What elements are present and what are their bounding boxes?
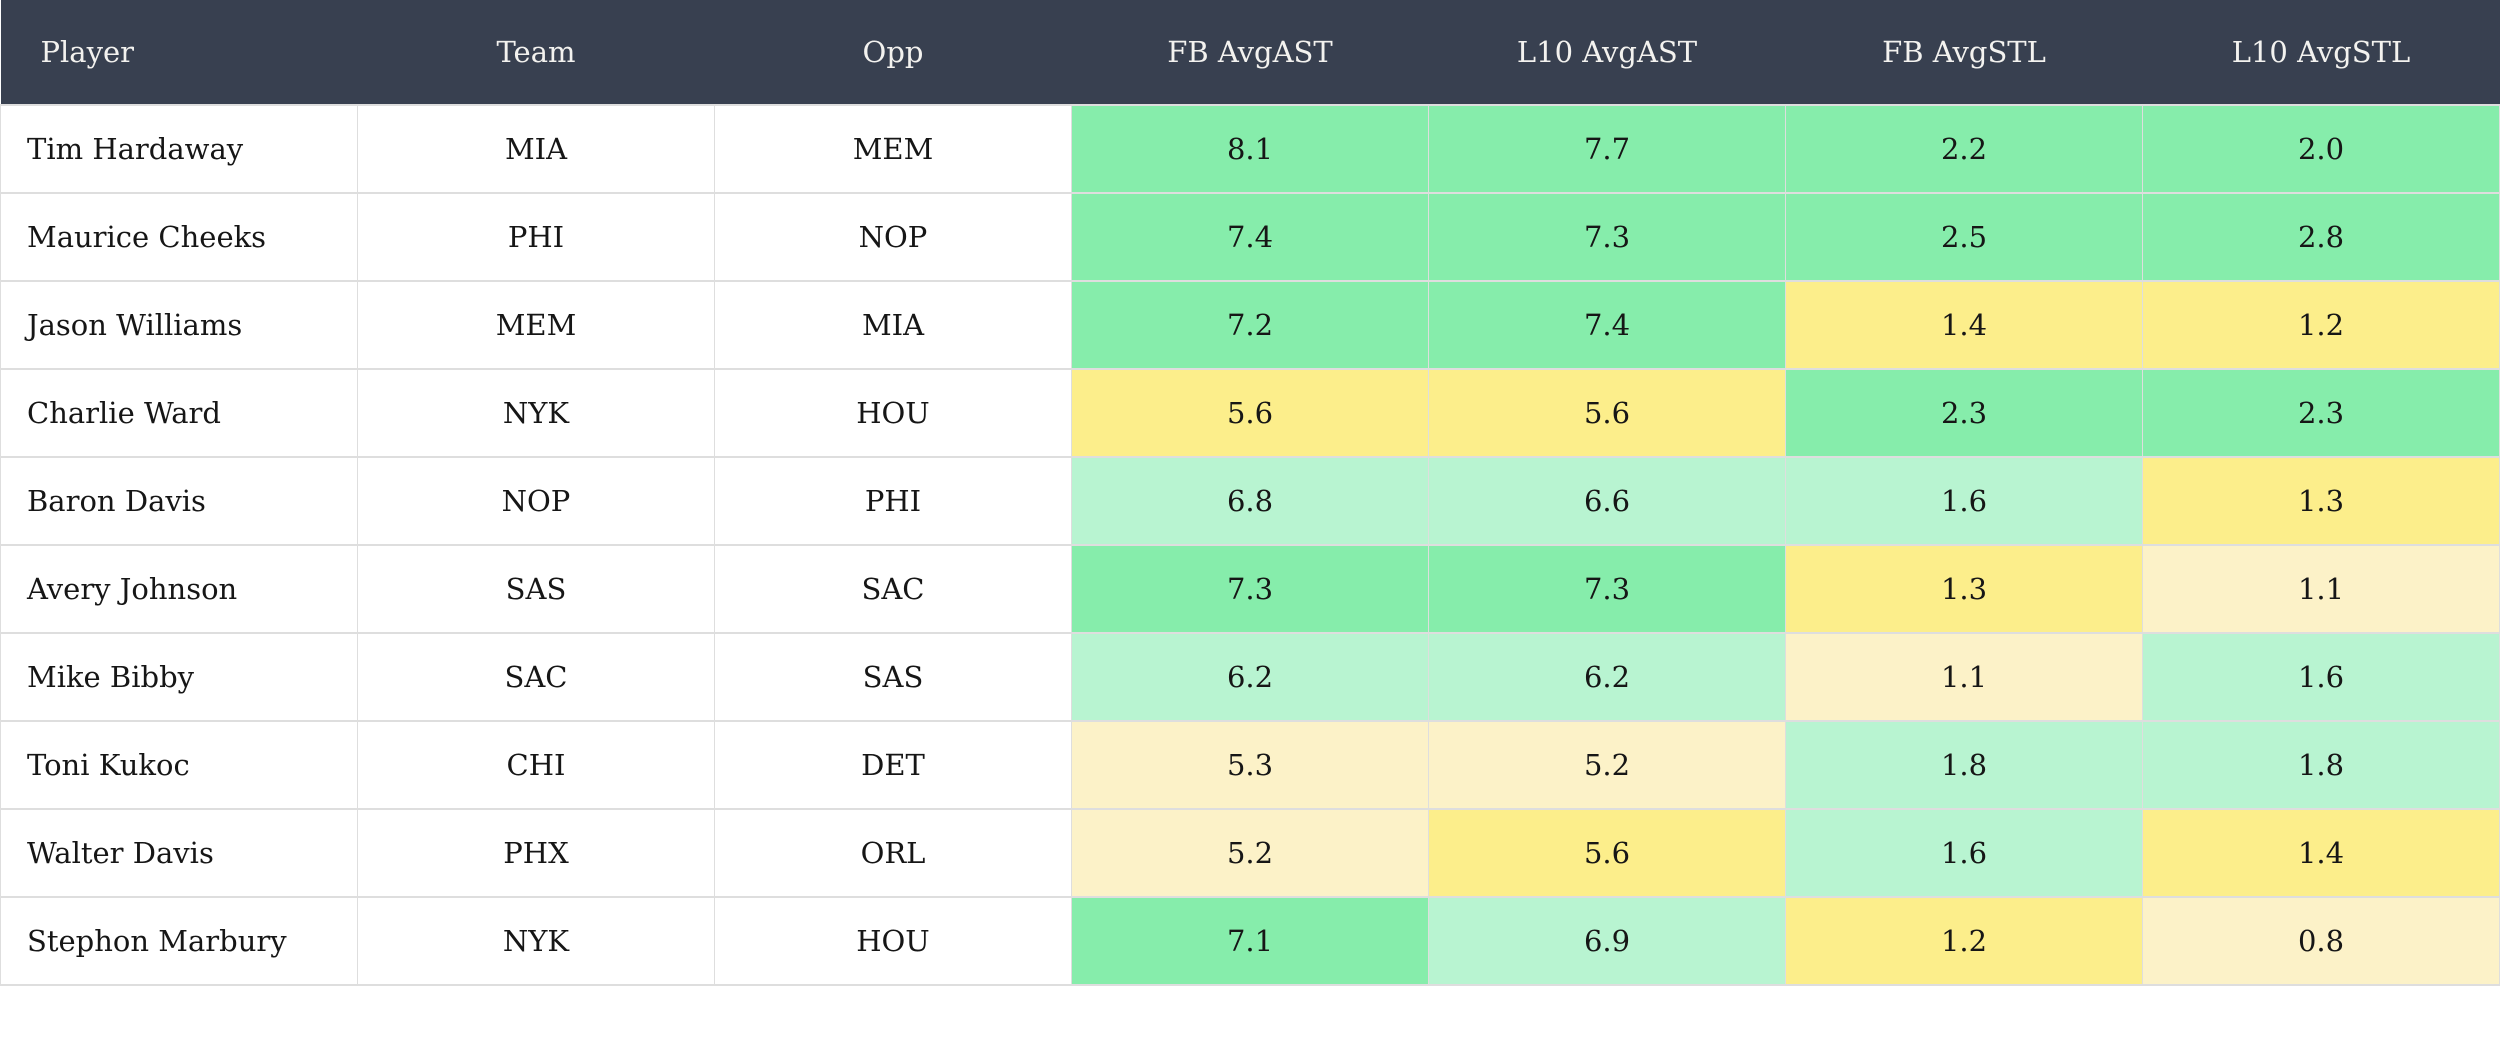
stat-cell-fb-avgast: 5.2 — [1071, 808, 1429, 898]
stat-cell-l10-avgstl: 1.6 — [2142, 632, 2500, 722]
player-cell: Baron Davis — [0, 456, 358, 546]
table-row: Jason Williams MEM MIA 7.2 7.4 1.4 1.2 — [0, 280, 2500, 370]
stat-cell-fb-avgast: 6.8 — [1071, 456, 1429, 546]
table-row: Walter Davis PHX ORL 5.2 5.6 1.6 1.4 — [0, 808, 2500, 898]
stat-cell-fb-avgast: 5.3 — [1071, 720, 1429, 810]
stat-cell-l10-avgstl: 1.4 — [2142, 808, 2500, 898]
table-body: Tim Hardaway MIA MEM 8.1 7.7 2.2 2.0 Mau… — [0, 104, 2500, 986]
column-header-fb-avgstl[interactable]: FB AvgSTL — [1882, 35, 2046, 69]
stat-cell-l10-avgast: 5.6 — [1428, 808, 1786, 898]
player-cell: Tim Hardaway — [0, 104, 358, 194]
player-cell: Avery Johnson — [0, 544, 358, 634]
stat-cell-fb-avgstl: 1.6 — [1785, 456, 2143, 546]
player-cell: Walter Davis — [0, 808, 358, 898]
stat-cell-fb-avgstl: 2.3 — [1785, 368, 2143, 458]
stat-cell-fb-avgast: 7.4 — [1071, 192, 1429, 282]
stat-cell-l10-avgast: 7.7 — [1428, 104, 1786, 194]
team-cell: SAC — [357, 632, 715, 722]
opp-cell: MEM — [714, 104, 1072, 194]
stat-cell-fb-avgast: 7.2 — [1071, 280, 1429, 370]
opp-cell: ORL — [714, 808, 1072, 898]
stat-cell-l10-avgstl: 2.0 — [2142, 104, 2500, 194]
team-cell: NYK — [357, 368, 715, 458]
opp-cell: HOU — [714, 896, 1072, 986]
stat-cell-fb-avgstl: 1.2 — [1785, 896, 2143, 986]
team-cell: MIA — [357, 104, 715, 194]
stat-cell-fb-avgstl: 1.6 — [1785, 808, 2143, 898]
column-header-team[interactable]: Team — [496, 35, 576, 69]
table-row: Charlie Ward NYK HOU 5.6 5.6 2.3 2.3 — [0, 368, 2500, 458]
opp-cell: MIA — [714, 280, 1072, 370]
opp-cell: PHI — [714, 456, 1072, 546]
stat-cell-l10-avgstl: 1.3 — [2142, 456, 2500, 546]
stat-cell-l10-avgast: 7.4 — [1428, 280, 1786, 370]
column-header-fb-avgast[interactable]: FB AvgAST — [1167, 35, 1333, 69]
opp-cell: SAC — [714, 544, 1072, 634]
stat-cell-fb-avgast: 8.1 — [1071, 104, 1429, 194]
column-header-opp[interactable]: Opp — [862, 35, 924, 69]
column-header-player[interactable]: Player — [40, 35, 135, 69]
table-row: Mike Bibby SAC SAS 6.2 6.2 1.1 1.6 — [0, 632, 2500, 722]
player-cell: Maurice Cheeks — [0, 192, 358, 282]
player-cell: Jason Williams — [0, 280, 358, 370]
stat-cell-fb-avgstl: 1.4 — [1785, 280, 2143, 370]
header-row: Player Team Opp FB AvgAST L10 AvgAST FB … — [0, 0, 2500, 105]
player-cell: Toni Kukoc — [0, 720, 358, 810]
stat-cell-l10-avgstl: 1.1 — [2142, 544, 2500, 634]
player-stats-table: Player Team Opp FB AvgAST L10 AvgAST FB … — [0, 0, 2500, 986]
stat-cell-l10-avgstl: 1.2 — [2142, 280, 2500, 370]
stat-cell-l10-avgast: 6.9 — [1428, 896, 1786, 986]
stat-cell-fb-avgstl: 1.8 — [1785, 720, 2143, 810]
stat-cell-l10-avgast: 5.6 — [1428, 368, 1786, 458]
stat-cell-fb-avgstl: 2.5 — [1785, 192, 2143, 282]
stat-cell-l10-avgast: 7.3 — [1428, 192, 1786, 282]
column-header-l10-avgstl[interactable]: L10 AvgSTL — [2231, 35, 2411, 69]
stat-cell-fb-avgstl: 1.1 — [1785, 632, 2143, 722]
stat-cell-l10-avgast: 6.6 — [1428, 456, 1786, 546]
team-cell: CHI — [357, 720, 715, 810]
stat-cell-fb-avgstl: 1.3 — [1785, 544, 2143, 634]
opp-cell: DET — [714, 720, 1072, 810]
stat-cell-l10-avgstl: 2.8 — [2142, 192, 2500, 282]
player-cell: Stephon Marbury — [0, 896, 358, 986]
table-row: Tim Hardaway MIA MEM 8.1 7.7 2.2 2.0 — [0, 104, 2500, 194]
stat-cell-fb-avgstl: 2.2 — [1785, 104, 2143, 194]
opp-cell: SAS — [714, 632, 1072, 722]
stat-cell-fb-avgast: 6.2 — [1071, 632, 1429, 722]
stat-cell-l10-avgast: 5.2 — [1428, 720, 1786, 810]
table-row: Toni Kukoc CHI DET 5.3 5.2 1.8 1.8 — [0, 720, 2500, 810]
stat-cell-fb-avgast: 7.1 — [1071, 896, 1429, 986]
table-row: Maurice Cheeks PHI NOP 7.4 7.3 2.5 2.8 — [0, 192, 2500, 282]
team-cell: SAS — [357, 544, 715, 634]
player-cell: Charlie Ward — [0, 368, 358, 458]
stat-cell-fb-avgast: 7.3 — [1071, 544, 1429, 634]
column-header-l10-avgast[interactable]: L10 AvgAST — [1516, 35, 1698, 69]
table-row: Stephon Marbury NYK HOU 7.1 6.9 1.2 0.8 — [0, 896, 2500, 986]
team-cell: MEM — [357, 280, 715, 370]
stat-cell-l10-avgast: 7.3 — [1428, 544, 1786, 634]
stat-cell-fb-avgast: 5.6 — [1071, 368, 1429, 458]
team-cell: PHX — [357, 808, 715, 898]
table-header: Player Team Opp FB AvgAST L10 AvgAST FB … — [0, 0, 2500, 105]
team-cell: NOP — [357, 456, 715, 546]
table-row: Avery Johnson SAS SAC 7.3 7.3 1.3 1.1 — [0, 544, 2500, 634]
player-cell: Mike Bibby — [0, 632, 358, 722]
team-cell: PHI — [357, 192, 715, 282]
stat-cell-l10-avgstl: 1.8 — [2142, 720, 2500, 810]
stat-cell-l10-avgstl: 2.3 — [2142, 368, 2500, 458]
table-row: Baron Davis NOP PHI 6.8 6.6 1.6 1.3 — [0, 456, 2500, 546]
opp-cell: HOU — [714, 368, 1072, 458]
team-cell: NYK — [357, 896, 715, 986]
stat-cell-l10-avgast: 6.2 — [1428, 632, 1786, 722]
opp-cell: NOP — [714, 192, 1072, 282]
stat-cell-l10-avgstl: 0.8 — [2142, 896, 2500, 986]
